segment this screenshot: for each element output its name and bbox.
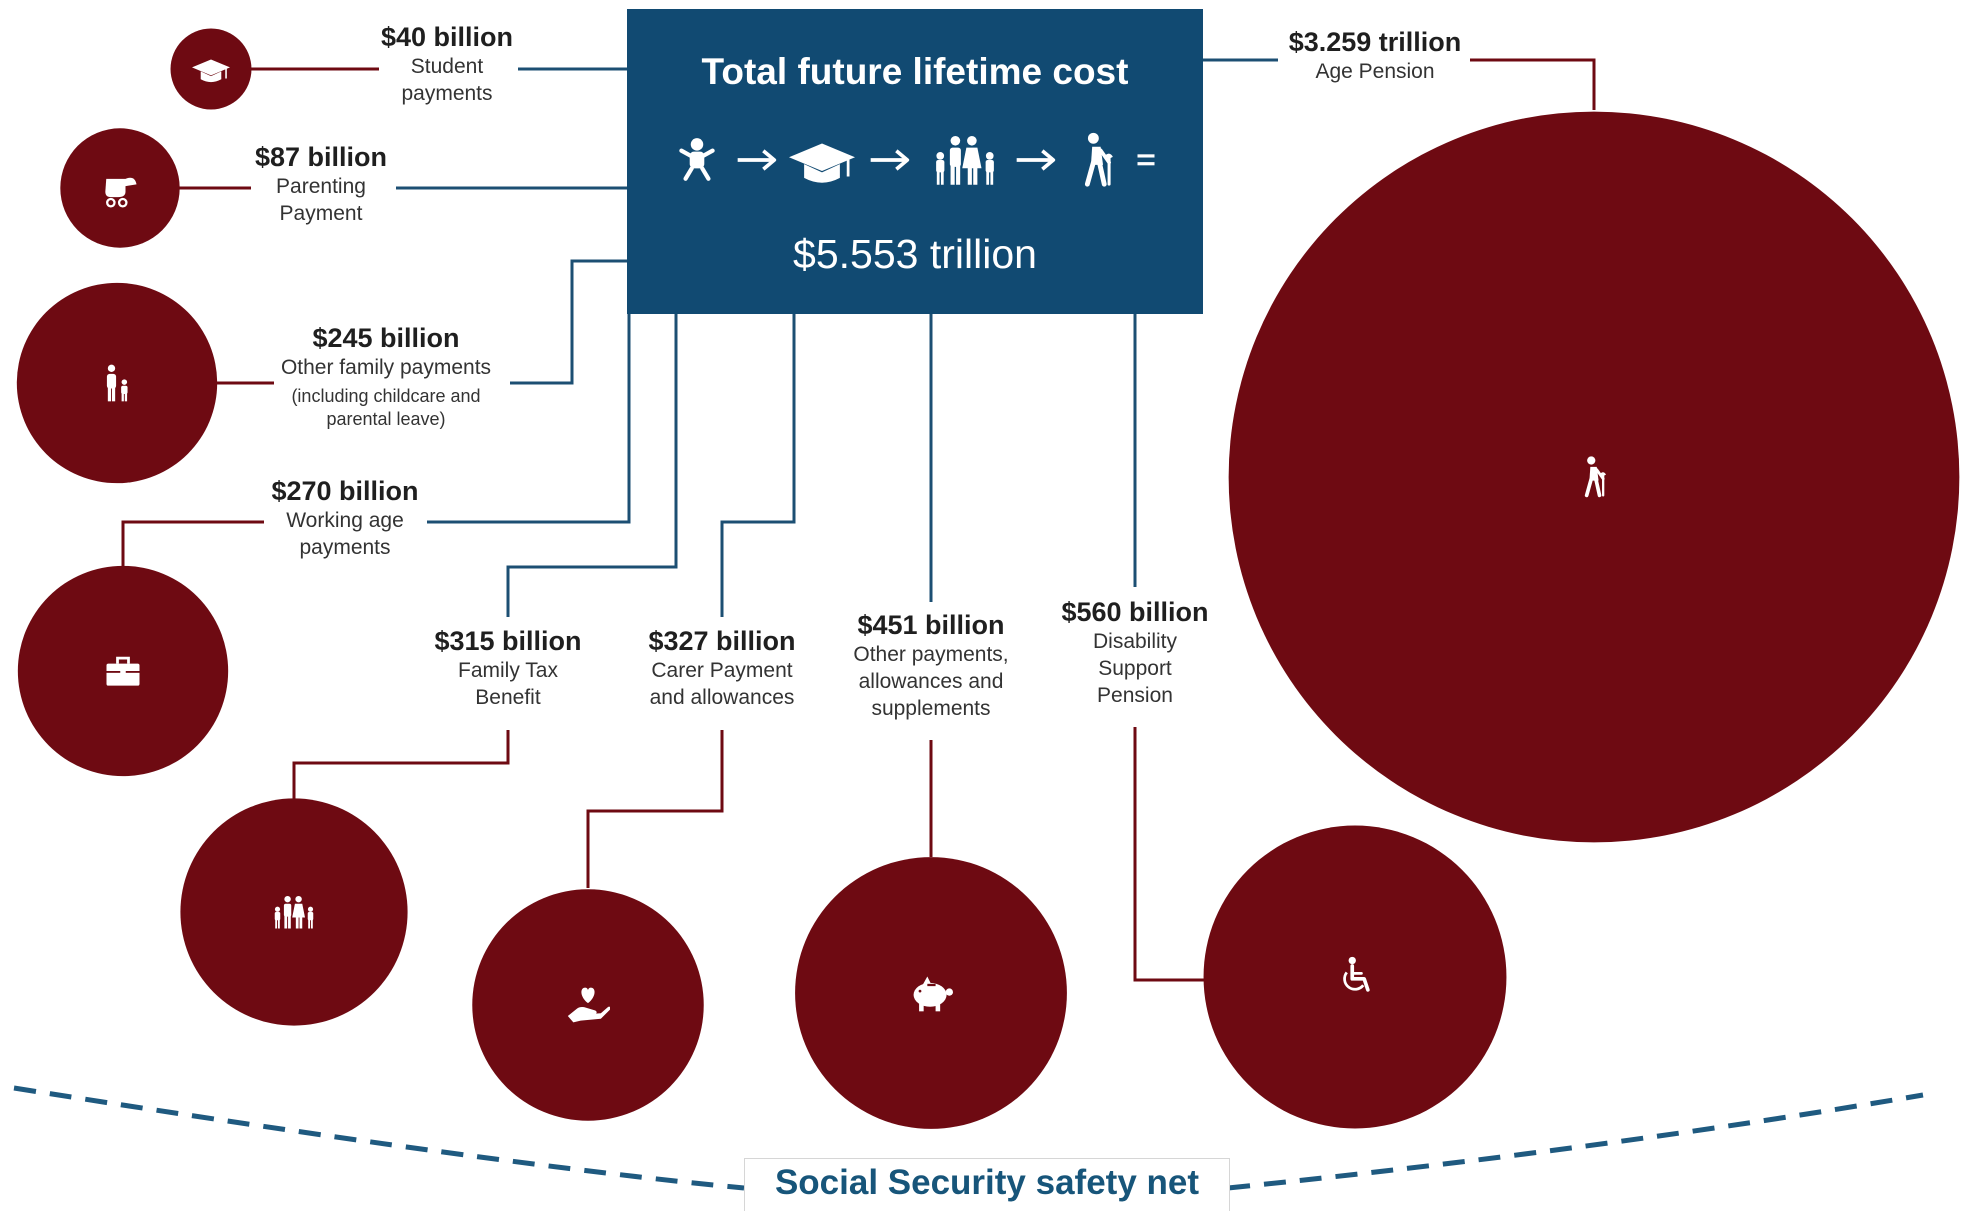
carer-amount: $327 billion <box>648 626 796 656</box>
age-pension-name: Age Pension <box>1315 60 1435 83</box>
safety-net-label: Social Security safety net <box>774 1163 1200 1202</box>
other-payments-amount: $451 billion <box>857 610 1005 640</box>
total-cost-box: Total future lifetime cost $5.553 trilli… <box>627 9 1203 314</box>
label-working-age: $270 billion Working age payments <box>271 475 418 561</box>
label-ftb: $315 billion Family Tax Benefit <box>434 625 581 711</box>
other-family-name: Other family payments <box>280 356 492 379</box>
connector-lines <box>121 58 1596 982</box>
working-age-amount: $270 billion <box>271 476 419 506</box>
age-pension-amount: $3.259 trillion <box>1288 27 1462 57</box>
carer-name: Carer Payment and allowances <box>649 659 795 709</box>
safety-net-arc <box>13 1085 1924 1191</box>
dsp-name: Disability Support Pension <box>1092 630 1178 707</box>
parenting-amount: $87 billion <box>254 142 388 172</box>
other-payments-name: Other payments, allowances and supplemen… <box>853 643 1009 720</box>
working-age-name: Working age payments <box>286 509 404 559</box>
label-other-family: $245 billion Other family payments (incl… <box>271 322 501 431</box>
label-other-payments: $451 billion Other payments, allowances … <box>844 609 1019 722</box>
connector-carer-bubble <box>586 730 724 888</box>
label-student: $40 billion Student payments <box>381 21 513 107</box>
connector-dsp-bubble <box>1133 727 1205 982</box>
label-dsp: $560 billion Disability Support Pension <box>1061 596 1208 709</box>
total-cost-value: $5.553 trillion <box>793 231 1037 277</box>
student-amount: $40 billion <box>380 22 514 52</box>
connector-ftb-box <box>506 314 678 617</box>
connector-family-box <box>510 259 627 385</box>
ftb-amount: $315 billion <box>434 626 582 656</box>
bubble-other-family-payments <box>16 282 218 484</box>
total-cost-title: Total future lifetime cost <box>701 51 1129 92</box>
bubble-carer-payment-and-allowances <box>472 889 704 1121</box>
label-parenting: $87 billion Parenting Payment <box>255 141 387 227</box>
student-name: Student payments <box>401 55 493 105</box>
label-carer: $327 billion Carer Payment and allowance… <box>642 625 802 711</box>
other-family-note: (including childcare and parental leave) <box>291 386 481 429</box>
bubbles <box>16 28 1960 1129</box>
ftb-name: Family Tax Benefit <box>458 659 558 709</box>
connector-ftb-bubble <box>292 730 510 799</box>
connector-working-bubble <box>121 520 264 567</box>
connector-carer-box <box>720 314 796 617</box>
connector-age-bubble <box>1470 58 1596 110</box>
safety-net-label-box: Social Security safety net <box>744 1158 1230 1211</box>
label-age-pension: $3.259 trillion Age Pension <box>1289 26 1462 85</box>
dsp-amount: $560 billion <box>1061 597 1209 627</box>
other-family-amount: $245 billion <box>312 323 460 353</box>
connector-working-box <box>427 314 631 524</box>
parenting-name: Parenting Payment <box>276 175 366 225</box>
